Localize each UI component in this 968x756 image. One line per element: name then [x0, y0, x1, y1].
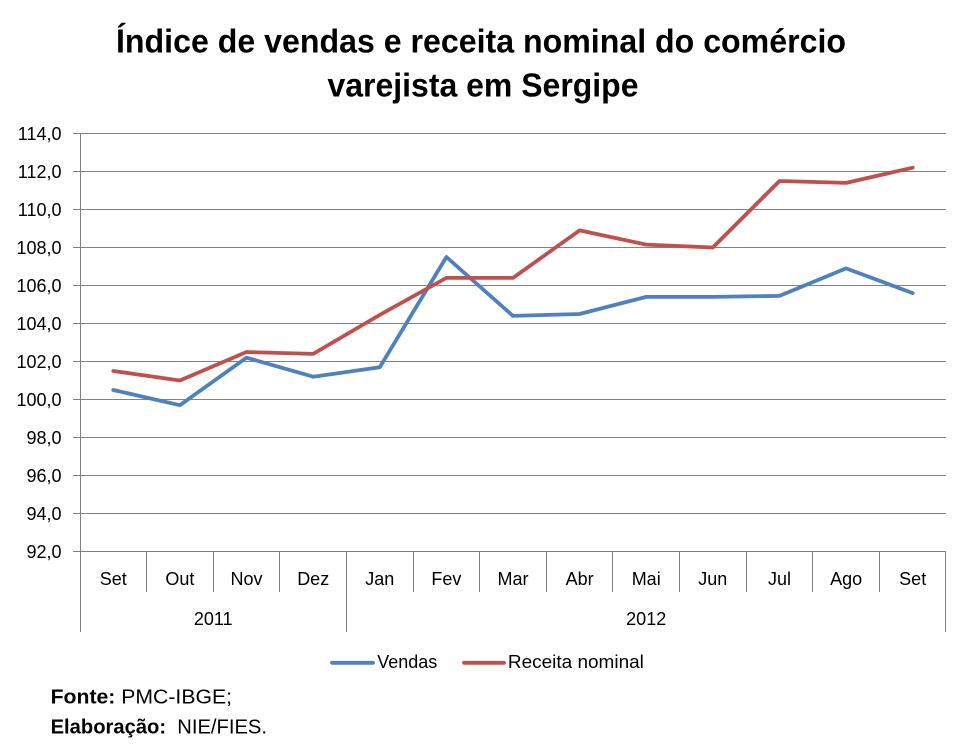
- svg-text:Jun: Jun: [698, 569, 727, 589]
- svg-text:Abr: Abr: [566, 569, 594, 589]
- svg-text:Jul: Jul: [768, 569, 791, 589]
- svg-text:2011: 2011: [194, 609, 233, 629]
- svg-text:Set: Set: [100, 569, 127, 589]
- svg-text:2012: 2012: [626, 609, 666, 629]
- svg-text:94,0: 94,0: [26, 504, 61, 524]
- svg-text:Mai: Mai: [632, 569, 661, 589]
- svg-text:Fonte: PMC-IBGE;: Fonte: PMC-IBGE;: [51, 685, 232, 708]
- svg-text:Índice de vendas e receita nom: Índice de vendas e receita nominal do co…: [116, 23, 846, 60]
- svg-text:Vendas: Vendas: [377, 652, 437, 672]
- svg-text:varejista em Sergipe: varejista em Sergipe: [328, 67, 639, 104]
- svg-text:Fev: Fev: [431, 569, 461, 589]
- svg-text:108,0: 108,0: [16, 238, 61, 258]
- svg-text:Receita nominal: Receita nominal: [508, 652, 644, 672]
- svg-text:98,0: 98,0: [26, 428, 61, 448]
- svg-text:Elaboração: NIE/FIES.: Elaboração: NIE/FIES.: [51, 716, 267, 739]
- svg-text:96,0: 96,0: [26, 466, 61, 486]
- svg-text:106,0: 106,0: [16, 276, 61, 296]
- svg-text:Out: Out: [165, 569, 194, 589]
- svg-text:100,0: 100,0: [16, 390, 61, 410]
- svg-text:112,0: 112,0: [18, 162, 62, 182]
- svg-text:104,0: 104,0: [16, 314, 61, 334]
- svg-text:114,0: 114,0: [18, 124, 62, 144]
- svg-text:Nov: Nov: [230, 569, 262, 589]
- svg-text:92,0: 92,0: [26, 542, 61, 562]
- svg-text:110,0: 110,0: [18, 200, 62, 220]
- svg-text:102,0: 102,0: [16, 352, 61, 372]
- svg-text:Jan: Jan: [365, 569, 394, 589]
- svg-text:Mar: Mar: [498, 569, 529, 589]
- svg-text:Set: Set: [899, 569, 926, 589]
- svg-text:Dez: Dez: [297, 569, 329, 589]
- svg-text:Ago: Ago: [830, 569, 862, 589]
